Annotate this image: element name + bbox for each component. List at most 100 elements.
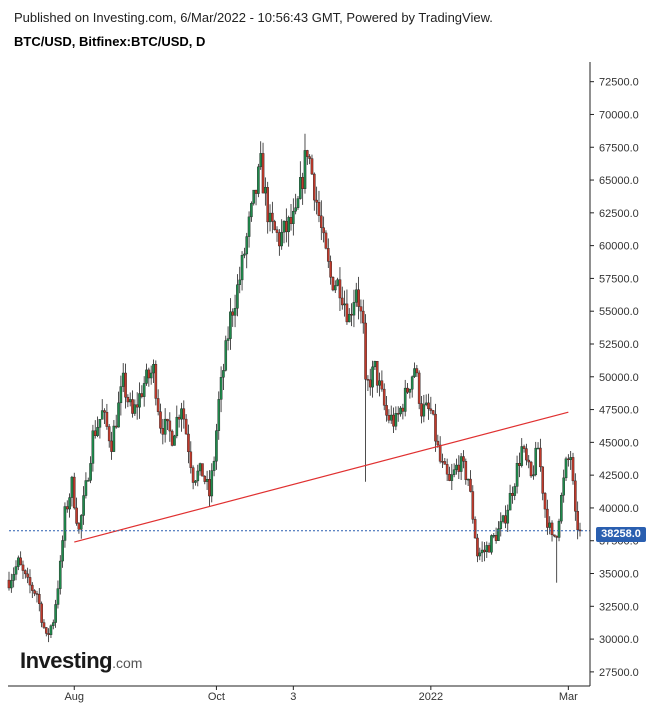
candle: [310, 154, 314, 176]
candle: [84, 472, 88, 499]
candle-body: [389, 414, 393, 421]
price-tick-label: 70000.0: [599, 109, 639, 121]
candle-body: [436, 440, 440, 446]
candle: [205, 470, 209, 490]
candle: [196, 464, 200, 487]
candle: [182, 400, 186, 429]
candle: [338, 267, 342, 312]
price-tick-label: 35000.0: [599, 569, 639, 581]
candle: [494, 527, 498, 544]
time-tick-label: Aug: [64, 691, 84, 703]
candle: [189, 441, 193, 474]
candle: [282, 220, 286, 244]
candle-body: [84, 480, 88, 496]
candle-body: [212, 460, 216, 471]
candle-body: [562, 477, 565, 496]
candle: [492, 533, 496, 539]
candle: [352, 289, 356, 328]
candle-body: [7, 579, 11, 589]
candle-body: [485, 545, 489, 553]
time-tick-label: 3: [290, 691, 296, 703]
candle: [441, 453, 444, 469]
candle: [210, 463, 214, 503]
candle-body: [415, 368, 419, 374]
candle: [96, 416, 99, 438]
candle-body: [217, 399, 221, 431]
candle-body: [564, 458, 568, 479]
candle: [131, 390, 134, 418]
candle: [89, 456, 92, 484]
candle-body: [394, 413, 398, 427]
candle-body: [476, 537, 479, 557]
candle-body: [19, 557, 22, 566]
last-price-badge: 38258.0: [596, 527, 646, 542]
candle-body: [571, 457, 575, 482]
candle: [476, 533, 479, 563]
candle: [229, 298, 232, 350]
candle-body: [413, 368, 416, 377]
candle-body: [382, 388, 386, 406]
candle-body: [170, 430, 174, 446]
price-tick-label: 67500.0: [599, 142, 639, 154]
candle: [49, 624, 53, 639]
candle: [539, 438, 542, 472]
price-tick-label: 32500.0: [599, 601, 639, 613]
candle: [373, 360, 377, 370]
candle-body: [161, 428, 165, 435]
candle-body: [47, 633, 50, 635]
candle-body: [58, 560, 62, 589]
candle-body: [378, 380, 381, 386]
candle: [569, 450, 572, 470]
candle-body: [49, 625, 53, 635]
candle: [466, 478, 470, 487]
candle: [389, 405, 393, 424]
time-tick-label: Oct: [208, 691, 225, 703]
candle: [501, 514, 505, 524]
candle: [100, 399, 104, 420]
candle-body: [567, 458, 570, 460]
candle-body: [14, 566, 18, 575]
candle-body: [180, 408, 183, 420]
candle-body: [527, 459, 531, 463]
candle-body: [331, 277, 335, 291]
candle-body: [459, 456, 463, 472]
candle-body: [448, 474, 451, 481]
candle: [485, 541, 489, 558]
candle-body: [462, 456, 465, 462]
candle: [448, 466, 451, 482]
candle: [299, 161, 302, 200]
candle: [431, 410, 435, 416]
candle-body: [406, 387, 409, 393]
candle: [177, 414, 181, 428]
candle-body: [422, 404, 426, 417]
candle-body: [368, 379, 372, 388]
candle-body: [124, 372, 127, 398]
candle: [35, 590, 39, 603]
candle-body: [296, 198, 300, 208]
candle-body: [455, 464, 458, 470]
candle: [385, 396, 388, 422]
candle-body: [17, 557, 20, 567]
candle-body: [100, 410, 104, 420]
price-tick-label: 65000.0: [599, 175, 639, 187]
candle-body: [285, 220, 288, 233]
candle: [7, 571, 11, 591]
candle-body: [275, 229, 279, 233]
candle-body: [271, 212, 274, 222]
candle-body: [89, 463, 92, 481]
candle: [378, 372, 381, 397]
candle: [65, 500, 69, 513]
candle-body: [187, 433, 190, 453]
symbol-title: BTC/USD, Bitfinex:BTC/USD, D: [14, 34, 206, 49]
candle-body: [557, 520, 561, 538]
candle: [105, 403, 109, 430]
price-tick-label: 52500.0: [599, 339, 639, 351]
candle: [19, 551, 22, 566]
candle: [329, 255, 332, 285]
candle-body: [480, 549, 484, 554]
candle: [427, 393, 430, 420]
candle: [107, 424, 111, 448]
candle: [340, 286, 344, 310]
candle-body: [12, 574, 15, 581]
